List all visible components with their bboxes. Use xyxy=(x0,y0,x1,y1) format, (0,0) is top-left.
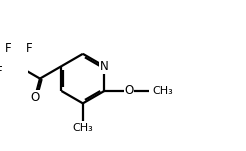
Text: F: F xyxy=(5,42,12,55)
Text: F: F xyxy=(0,65,2,78)
Text: F: F xyxy=(25,42,32,55)
Text: CH₃: CH₃ xyxy=(152,86,173,96)
Text: N: N xyxy=(100,60,109,73)
Text: CH₃: CH₃ xyxy=(73,123,93,133)
Text: O: O xyxy=(30,91,40,104)
Text: O: O xyxy=(124,84,134,98)
